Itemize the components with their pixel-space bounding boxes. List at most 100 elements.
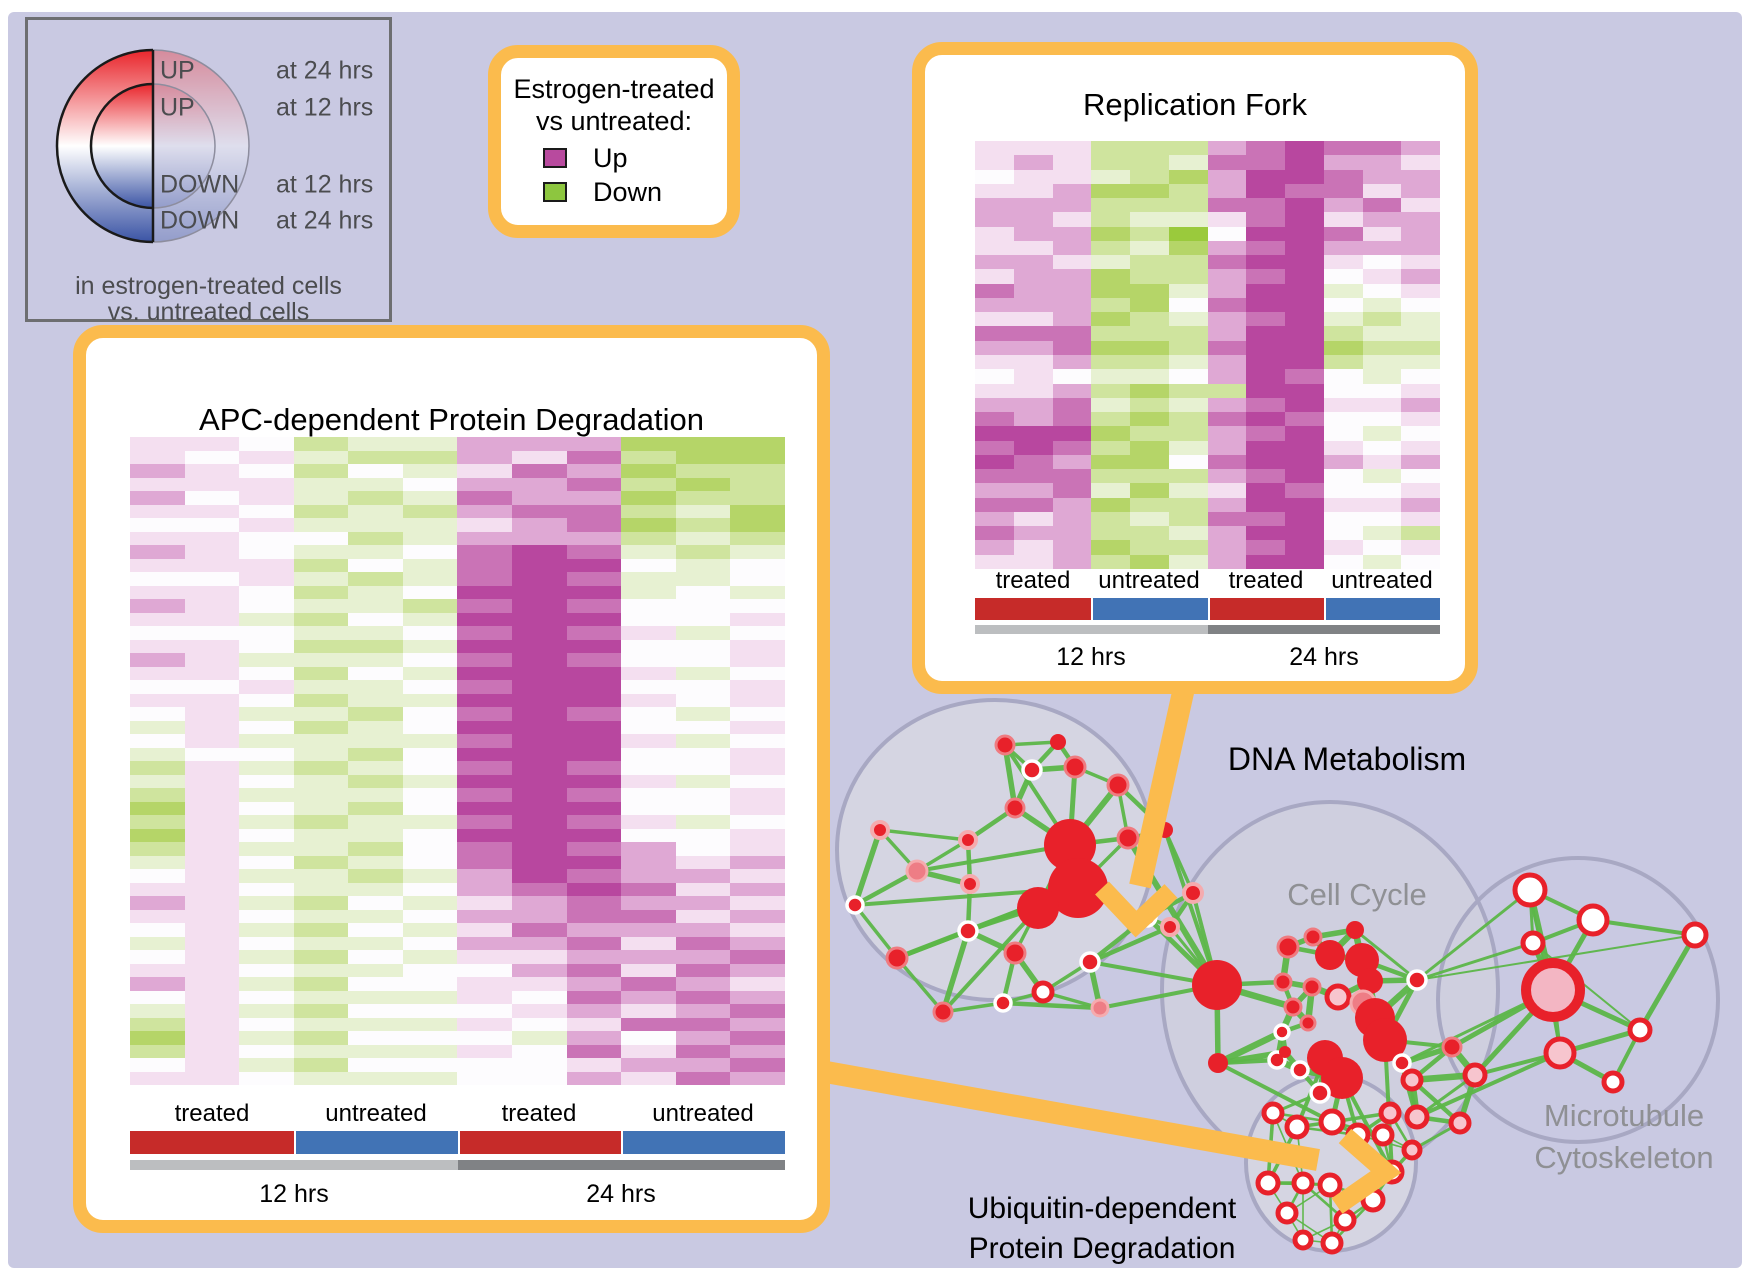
heatmap-cell <box>348 518 403 532</box>
heatmap-cell <box>730 1058 785 1072</box>
heatmap-cell <box>1052 483 1092 498</box>
heatmap-cell <box>239 936 294 950</box>
heatmap-cell <box>1362 212 1402 227</box>
heatmap-cell <box>293 531 349 545</box>
heatmap-cell <box>293 990 349 1004</box>
heatmap-cell <box>1246 312 1285 327</box>
heatmap-cell <box>402 720 458 734</box>
heatmap-cell <box>239 1058 294 1072</box>
heatmap-cell <box>1323 312 1363 327</box>
heatmap-cell <box>1323 198 1363 213</box>
heatmap-cell <box>293 734 349 748</box>
heatmap-cell <box>184 909 240 923</box>
apc-time-bar <box>130 1160 785 1170</box>
heatmap-cell <box>1013 397 1053 413</box>
heatmap-cell <box>348 572 403 586</box>
heatmap-cell <box>1285 354 1324 370</box>
heatmap-cell <box>184 977 240 991</box>
heatmap-cell <box>1052 454 1092 470</box>
heatmap-cell <box>184 477 240 491</box>
gene-node-rw <box>1255 1170 1281 1196</box>
heatmap-cell <box>130 504 185 518</box>
gene-node-rw <box>1601 1070 1625 1094</box>
heatmap-cell <box>975 326 1014 341</box>
heatmap-cell <box>402 585 458 599</box>
heatmap-cell <box>184 842 240 856</box>
heatmap-cell <box>402 788 458 802</box>
heatmap-cell <box>1362 540 1402 555</box>
heatmap-cell <box>1207 440 1247 455</box>
heatmap-cell <box>239 761 294 775</box>
heatmap-cell <box>1168 454 1208 470</box>
heatmap-cell <box>402 464 458 478</box>
heatmap-cell <box>1130 226 1169 241</box>
heatmap-cell <box>566 666 622 680</box>
heatmap-cell <box>348 653 403 667</box>
heatmap-cell <box>621 1044 676 1058</box>
heatmap-cell <box>402 518 458 532</box>
heatmap-cell <box>1207 226 1247 241</box>
heatmap-cell <box>402 842 458 856</box>
heatmap-cell <box>457 977 513 991</box>
heatmap-cell <box>621 680 676 694</box>
heatmap-cell <box>457 1017 513 1031</box>
heatmap-cell <box>348 531 403 545</box>
heatmap-cell <box>1362 469 1402 484</box>
heatmap-cell <box>293 680 349 694</box>
heatmap-cell <box>239 990 294 1004</box>
heatmap-cell <box>1130 155 1169 170</box>
heatmap-cell <box>1246 426 1285 441</box>
heatmap-cell <box>1168 412 1208 427</box>
heatmap-cell <box>293 788 349 802</box>
heatmap-cell <box>566 734 622 748</box>
heatmap-cell <box>1168 469 1208 484</box>
heatmap-cell <box>402 774 458 788</box>
arrowhead-icon-apc-panel-to-ubiquitin-cluster <box>1331 1128 1402 1214</box>
heatmap-cell <box>1168 240 1208 256</box>
heatmap-cell <box>1052 526 1092 541</box>
heatmap-cell <box>1052 540 1092 555</box>
heatmap-cell <box>130 680 185 694</box>
network-edge <box>1416 934 1696 981</box>
heatmap-cell <box>130 761 185 775</box>
heatmap-cell <box>512 801 567 815</box>
heatmap-cell <box>130 815 185 829</box>
heatmap-cell <box>239 612 294 626</box>
heatmap-cell <box>348 1031 403 1045</box>
heatmap-cell <box>566 720 622 734</box>
heatmap-cell <box>184 680 240 694</box>
heatmap-cell <box>512 545 567 559</box>
heatmap-cell <box>1323 283 1363 298</box>
heatmap-cell <box>1285 454 1324 470</box>
heatmap-cell <box>730 896 785 910</box>
heatmap-cell <box>457 909 513 923</box>
heatmap-cell <box>184 545 240 559</box>
heatmap-cell <box>975 426 1014 441</box>
ring-legend-dir-2: UP <box>160 93 195 122</box>
heatmap-cell <box>184 761 240 775</box>
heatmap-cell <box>293 855 349 869</box>
gene-node-rr <box>885 946 909 970</box>
heatmap-cell <box>675 1071 731 1085</box>
heatmap-cell <box>566 1071 622 1085</box>
heatmap-cell <box>184 936 240 950</box>
heatmap-cell <box>1052 426 1092 441</box>
heatmap-cell <box>675 626 731 640</box>
heatmap-cell <box>1013 554 1053 569</box>
heatmap-cell <box>239 815 294 829</box>
gene-node-rp <box>1378 1101 1402 1125</box>
heatmap-cell <box>239 693 294 707</box>
heatmap-cell <box>130 950 185 964</box>
heatmap-cell <box>1362 383 1402 398</box>
heatmap-cell <box>1130 183 1169 199</box>
heatmap-cell <box>293 599 349 613</box>
network-edge <box>853 869 919 907</box>
network-edge <box>1416 941 1534 982</box>
heatmap-cell <box>457 572 513 586</box>
heatmap-cell <box>730 545 785 559</box>
gene-node-rr <box>1441 1036 1463 1058</box>
heatmap-cell <box>239 572 294 586</box>
heatmap-cell <box>1362 412 1402 427</box>
heatmap-cell <box>1013 312 1053 327</box>
gene-node-rw <box>1371 1123 1395 1147</box>
